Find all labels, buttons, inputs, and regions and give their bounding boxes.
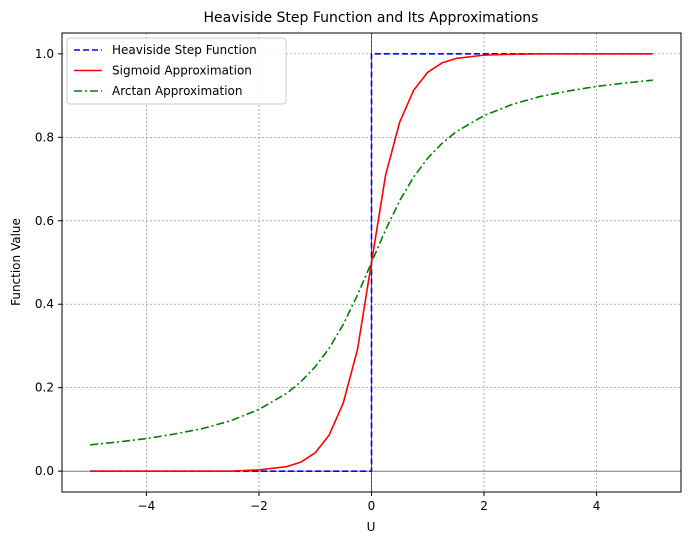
x-tick-label: 0	[368, 499, 376, 513]
y-axis-label: Function Value	[9, 218, 23, 306]
x-tick-label: −2	[250, 499, 268, 513]
y-tick-label: 0.0	[35, 464, 54, 478]
x-axis-label: U	[367, 520, 376, 534]
y-tick-label: 0.2	[35, 381, 54, 395]
legend-label-1: Sigmoid Approximation	[112, 64, 252, 78]
series-line-2	[90, 79, 653, 446]
legend: Heaviside Step Function Sigmoid Approxima…	[66, 37, 287, 105]
y-tick-label: 1.0	[35, 47, 54, 61]
legend-box	[66, 37, 287, 105]
y-tick-label: 0.4	[35, 297, 54, 311]
x-tick-label: 2	[480, 499, 488, 513]
x-tick-label: 4	[593, 499, 601, 513]
series-layer	[90, 53, 653, 472]
x-tick-label: −4	[138, 499, 156, 513]
chart-title: Heaviside Step Function and Its Approxim…	[204, 10, 539, 26]
legend-label-2: Arctan Approximation	[112, 84, 243, 98]
y-tick-label: 0.8	[35, 130, 54, 144]
y-tick-label: 0.6	[35, 214, 54, 228]
y-axis-ticks: 0.0 0.2 0.4 0.6 0.8 1.0	[35, 47, 62, 478]
legend-label-0: Heaviside Step Function	[112, 43, 257, 57]
x-axis-ticks: −4 −2 0 2 4	[138, 492, 601, 513]
